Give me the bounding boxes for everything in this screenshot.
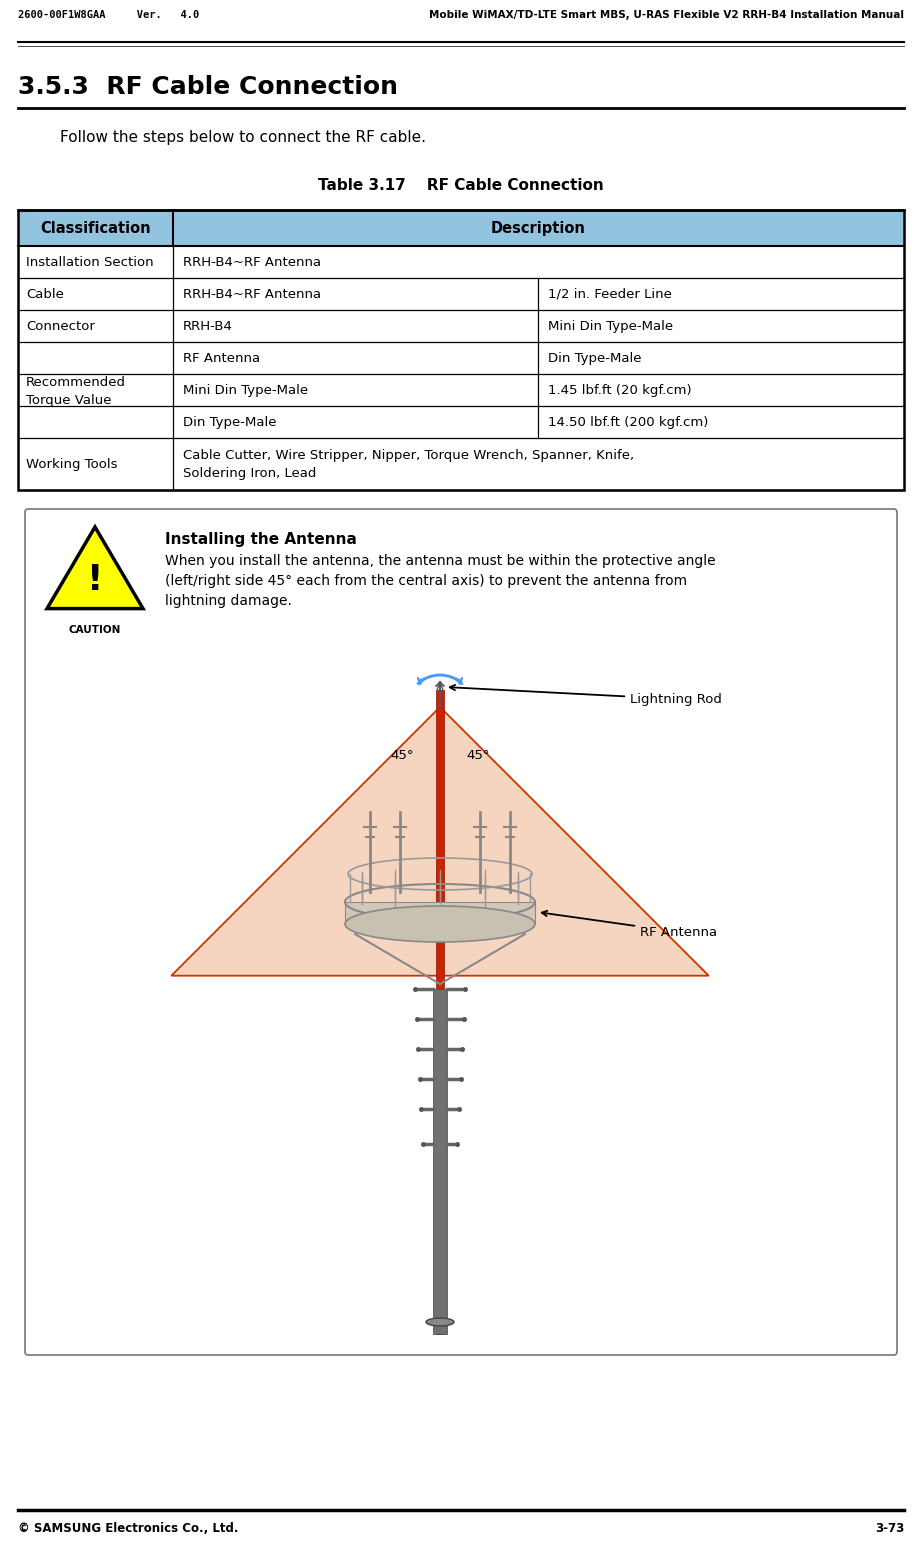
Text: CAUTION: CAUTION (69, 625, 121, 634)
Text: Mobile WiMAX/TD-LTE Smart MBS, U-RAS Flexible V2 RRH-B4 Installation Manual: Mobile WiMAX/TD-LTE Smart MBS, U-RAS Fle… (429, 9, 904, 20)
Text: 2600-00F1W8GAA     Ver.   4.0: 2600-00F1W8GAA Ver. 4.0 (18, 9, 199, 20)
Text: !: ! (87, 562, 103, 597)
Text: Torque Value: Torque Value (26, 394, 112, 407)
Bar (18, 343, 904, 374)
Bar (18, 210, 904, 491)
Text: 45°: 45° (467, 748, 490, 762)
Text: Cable Cutter, Wire Stripper, Nipper, Torque Wrench, Spanner, Knife,: Cable Cutter, Wire Stripper, Nipper, Tor… (183, 449, 634, 461)
FancyBboxPatch shape (25, 509, 897, 1355)
Text: Description: Description (491, 221, 586, 235)
Text: RF Antenna: RF Antenna (542, 911, 717, 938)
Text: Soldering Iron, Lead: Soldering Iron, Lead (183, 466, 316, 480)
Text: Connector: Connector (26, 319, 95, 332)
Bar (18, 210, 904, 246)
Text: RRH-B4: RRH-B4 (183, 319, 233, 332)
Text: Din Type-Male: Din Type-Male (548, 352, 642, 365)
Text: 3-73: 3-73 (875, 1522, 904, 1535)
Text: Mini Din Type-Male: Mini Din Type-Male (183, 383, 308, 396)
Bar (18, 277, 904, 310)
Text: Follow the steps below to connect the RF cable.: Follow the steps below to connect the RF… (60, 129, 426, 145)
Bar (345, 902, 535, 924)
Text: Working Tools: Working Tools (26, 458, 117, 471)
Text: RRH-B4~RF Antenna: RRH-B4~RF Antenna (183, 256, 321, 268)
Bar (18, 246, 904, 277)
Text: 14.50 lbf.ft (200 kgf.cm): 14.50 lbf.ft (200 kgf.cm) (548, 416, 708, 428)
Text: 1.45 lbf.ft (20 kgf.cm): 1.45 lbf.ft (20 kgf.cm) (548, 383, 692, 396)
Ellipse shape (345, 907, 535, 943)
Text: RRH-B4~RF Antenna: RRH-B4~RF Antenna (183, 288, 321, 301)
Text: Cable: Cable (26, 288, 64, 301)
Text: 45°: 45° (390, 748, 414, 762)
Ellipse shape (426, 1318, 454, 1326)
Bar (18, 374, 904, 407)
Text: Table 3.17    RF Cable Connection: Table 3.17 RF Cable Connection (318, 178, 604, 193)
Text: Mini Din Type-Male: Mini Din Type-Male (548, 319, 673, 332)
Bar (436, 690, 444, 1334)
Text: Classification: Classification (41, 221, 151, 235)
Text: lightning damage.: lightning damage. (165, 594, 292, 608)
Text: RF Antenna: RF Antenna (183, 352, 260, 365)
Text: Recommended: Recommended (26, 375, 126, 388)
Text: Installing the Antenna: Installing the Antenna (165, 531, 357, 547)
Bar (433, 989, 447, 1334)
Polygon shape (47, 527, 143, 609)
Text: © SAMSUNG Electronics Co., Ltd.: © SAMSUNG Electronics Co., Ltd. (18, 1522, 239, 1535)
Text: 1/2 in. Feeder Line: 1/2 in. Feeder Line (548, 288, 672, 301)
Bar (18, 438, 904, 491)
Text: 3.5.3  RF Cable Connection: 3.5.3 RF Cable Connection (18, 75, 398, 100)
Text: Lightning Rod: Lightning Rod (450, 686, 722, 706)
Text: Din Type-Male: Din Type-Male (183, 416, 277, 428)
Bar (18, 407, 904, 438)
Text: (left/right side 45° each from the central axis) to prevent the antenna from: (left/right side 45° each from the centr… (165, 573, 687, 587)
Polygon shape (171, 707, 709, 975)
Text: When you install the antenna, the antenna must be within the protective angle: When you install the antenna, the antenn… (165, 555, 715, 569)
Bar (18, 310, 904, 343)
Text: Installation Section: Installation Section (26, 256, 154, 268)
